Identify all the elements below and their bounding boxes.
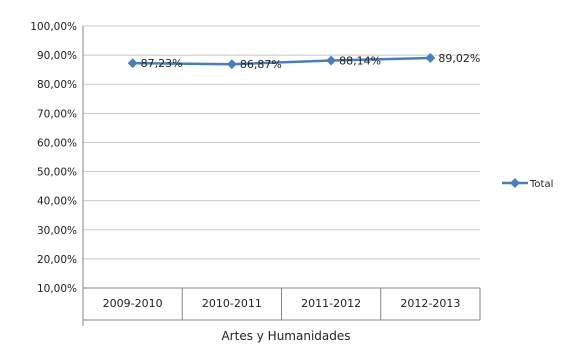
- y-tick-label: 50,00%: [37, 167, 77, 179]
- x-tick-label: 2011-2012: [301, 297, 361, 310]
- y-tick-label: 80,00%: [37, 79, 77, 91]
- x-axis-group-label: Artes y Humanidades: [221, 329, 350, 343]
- legend: Total: [502, 178, 553, 190]
- axes: [82, 26, 481, 326]
- y-tick-label: 10,00%: [37, 283, 77, 295]
- gridlines: [83, 25, 480, 260]
- data-point-marker: [226, 59, 237, 70]
- legend-swatch-marker: [510, 178, 520, 188]
- x-tick-label: 2009-2010: [103, 297, 163, 310]
- data-label: 86,87%: [240, 58, 282, 71]
- y-tick-label: 30,00%: [37, 225, 77, 237]
- y-axis-tick-labels: 100,00% 90,00% 80,00% 70,00% 60,00% 50,00% 40,…: [30, 21, 77, 295]
- x-axis-tick-labels: 2009-2010 2010-2011 2011-2012 2012-2013: [103, 297, 461, 310]
- data-label: 88,14%: [339, 55, 381, 68]
- legend-label: Total: [529, 179, 553, 190]
- y-tick-label: 60,00%: [37, 137, 77, 149]
- data-labels: 87,23% 86,87% 88,14% 89,02%: [141, 52, 481, 71]
- y-tick-label: 100,00%: [30, 21, 77, 33]
- y-tick-label: 40,00%: [37, 196, 77, 208]
- series-line-total: [132, 56, 431, 66]
- data-point-marker: [127, 58, 138, 69]
- y-tick-label: 20,00%: [37, 254, 77, 266]
- y-tick-label: 70,00%: [37, 108, 77, 120]
- data-label: 89,02%: [438, 52, 480, 65]
- x-tick-label: 2010-2011: [202, 297, 262, 310]
- data-label: 87,23%: [141, 57, 183, 70]
- y-tick-label: 90,00%: [37, 50, 77, 62]
- x-tick-label: 2012-2013: [400, 297, 460, 310]
